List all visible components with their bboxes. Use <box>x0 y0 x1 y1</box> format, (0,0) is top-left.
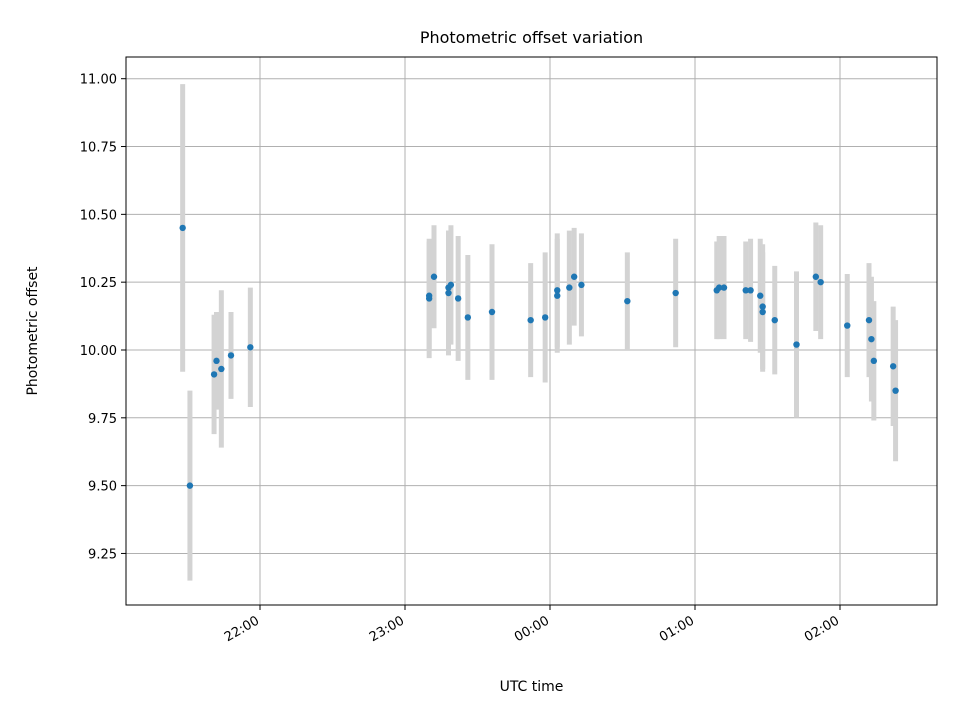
data-point <box>210 371 218 378</box>
data-point <box>771 316 778 324</box>
data-point <box>715 284 723 291</box>
data-point <box>868 335 875 343</box>
data-point <box>747 287 754 294</box>
data-point <box>488 308 496 316</box>
data-point <box>870 357 878 365</box>
data-point <box>227 352 235 359</box>
data-point <box>179 224 186 232</box>
y-axis-label: Photometric offset <box>25 266 41 396</box>
data-point <box>527 316 534 324</box>
plot-frame <box>125 56 938 606</box>
data-point <box>570 273 578 280</box>
data-point <box>247 344 254 351</box>
y-tick-label: 10.25 <box>80 276 117 291</box>
data-point <box>578 281 585 289</box>
y-tick-label: 11.00 <box>80 73 117 88</box>
data-point <box>464 314 472 321</box>
data-point <box>554 287 561 294</box>
chart-title: Photometric offset variation <box>420 28 643 47</box>
data-point <box>889 363 897 370</box>
data-point <box>554 292 561 299</box>
data-point <box>218 365 225 373</box>
data-points <box>179 224 899 489</box>
data-point <box>892 387 899 394</box>
data-point <box>817 278 824 286</box>
data-point <box>624 297 631 305</box>
data-point <box>757 292 764 299</box>
y-tick-label: 10.00 <box>80 344 117 359</box>
data-point <box>425 292 433 299</box>
data-point <box>812 273 820 280</box>
data-point <box>720 284 728 291</box>
y-tick-label: 9.50 <box>88 480 117 495</box>
data-point <box>566 284 573 291</box>
data-point <box>844 322 851 329</box>
data-point <box>447 281 455 289</box>
data-point <box>454 295 462 302</box>
data-point <box>445 289 452 297</box>
data-point <box>865 316 873 324</box>
data-point <box>186 482 194 489</box>
x-axis-label: UTC time <box>500 679 564 695</box>
data-point <box>541 314 549 321</box>
y-tick-label: 10.75 <box>80 141 117 156</box>
data-point <box>430 273 438 280</box>
y-tick-label: 10.50 <box>80 208 117 223</box>
data-point <box>213 357 220 365</box>
data-point <box>742 287 749 294</box>
data-point <box>793 341 800 348</box>
y-tick-label: 9.75 <box>88 412 117 427</box>
y-tick-label: 9.25 <box>88 547 117 562</box>
data-point <box>672 289 679 297</box>
data-point <box>759 303 766 310</box>
data-point <box>759 308 766 316</box>
